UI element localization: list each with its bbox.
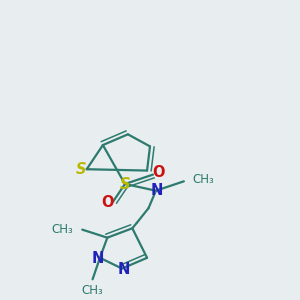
Text: CH₃: CH₃ [82, 284, 104, 297]
Text: N: N [117, 262, 130, 278]
Text: N: N [151, 184, 163, 199]
Text: CH₃: CH₃ [193, 173, 214, 187]
Text: S: S [120, 177, 130, 192]
Text: CH₃: CH₃ [51, 223, 73, 236]
Text: O: O [153, 165, 165, 180]
Text: N: N [92, 251, 104, 266]
Text: O: O [101, 195, 114, 210]
Text: S: S [76, 162, 87, 177]
